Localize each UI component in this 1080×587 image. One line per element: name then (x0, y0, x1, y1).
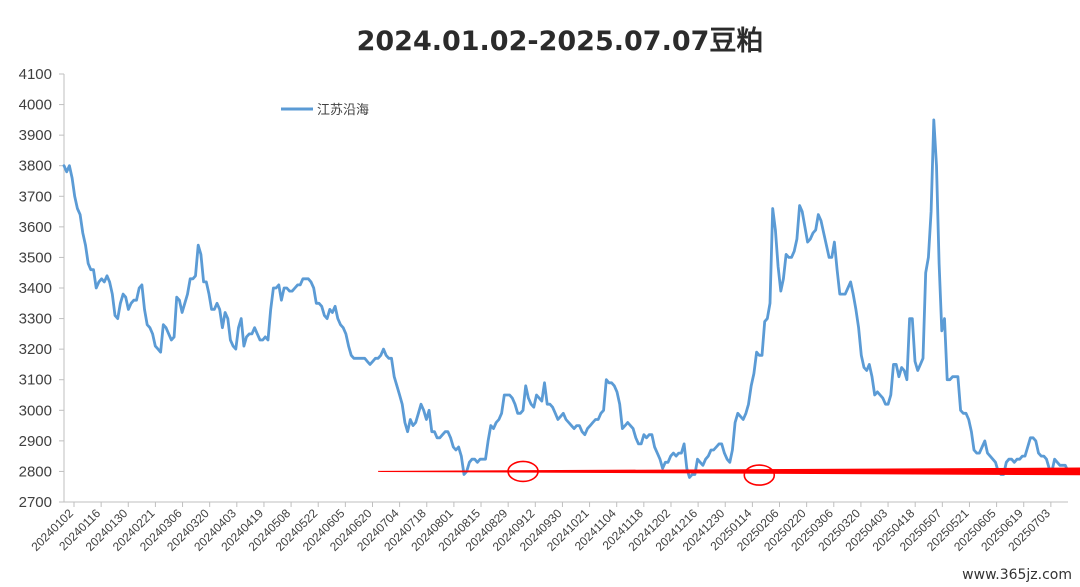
x-axis: 2024010220240116202401302024022120240306… (28, 501, 1068, 554)
annotations (378, 460, 1080, 486)
y-tick-label: 3500 (19, 249, 52, 266)
y-axis: 2700 2800 2900 3000 3100 3200 3300 3400 3500 3600… (19, 66, 65, 511)
low-point-circle (743, 464, 776, 486)
y-tick-label: 4100 (19, 66, 52, 83)
y-tick-label: 4000 (19, 97, 52, 114)
y-tick-label: 3600 (19, 219, 52, 236)
watermark: www.365jz.com (962, 567, 1072, 583)
legend-label: 江苏沿海 (317, 102, 369, 118)
trend-arrow-shaft (378, 467, 1080, 476)
y-tick-label: 3400 (19, 280, 52, 297)
y-tick-label: 3200 (19, 341, 52, 358)
y-tick-label: 3300 (19, 311, 52, 328)
low-point-circle (507, 460, 539, 483)
y-tick-label: 2900 (19, 433, 52, 450)
legend: 江苏沿海 (281, 102, 369, 118)
chart-title: 2024.01.02-2025.07.07豆粕 (357, 26, 764, 57)
y-tick-label: 3000 (19, 402, 52, 419)
series-group (62, 118, 1070, 479)
y-tick-label: 2800 (19, 463, 52, 480)
y-tick-label: 3100 (19, 372, 52, 389)
y-tick-label: 3900 (19, 127, 52, 144)
y-tick-label: 2700 (19, 494, 52, 511)
y-tick-label: 3800 (19, 158, 52, 175)
series-line-jiangsu-coastal (62, 118, 1070, 479)
y-tick-label: 3700 (19, 188, 52, 205)
